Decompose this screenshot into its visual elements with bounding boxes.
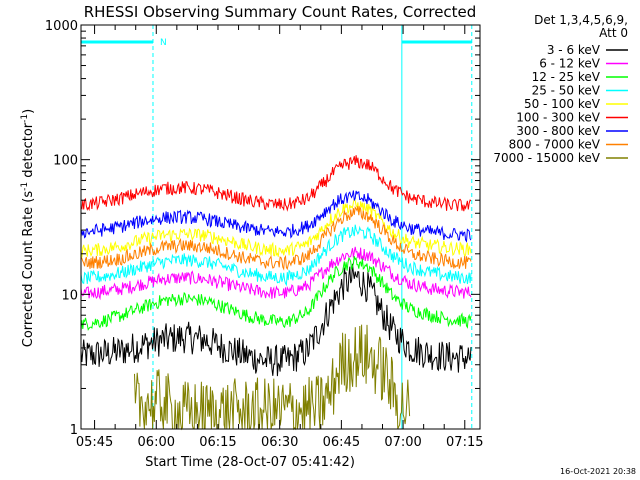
legend-label-1: 6 - 12 keV [539,57,601,71]
x-tick-label: 06:30 [261,435,298,450]
y-axis-label-mid: detector [21,122,36,182]
x-tick-label: 06:15 [199,435,236,450]
legend-label-3: 25 - 50 keV [532,84,601,98]
series-line-2 [80,256,472,331]
series-line-7 [80,205,472,271]
legend-label-4: 50 - 100 keV [524,97,601,111]
y-axis-label-exp1: -1 [20,182,30,191]
legend-label-2: 12 - 25 keV [532,70,601,84]
footer-timestamp: 16-Oct-2021 20:38 [560,467,636,476]
series-line-8 [134,324,411,431]
legend-label-8: 7000 - 15000 keV [493,151,600,165]
series-line-0 [80,263,472,377]
legend-header-line1: Det 1,3,4,5,6,9, [534,13,628,27]
y-axis-label-end: ) [21,109,36,114]
night-marker-label: N [160,38,167,48]
series-line-3 [80,224,472,287]
series-lines [80,155,472,431]
x-tick-label: 07:00 [384,435,421,450]
series-line-6 [80,190,472,243]
legend-label-5: 100 - 300 keV [516,111,600,125]
legend-header-line2: Att 0 [599,26,628,40]
plot-frame [80,24,481,430]
x-axis-label: Start Time (28-Oct-07 05:41:42) [145,455,355,470]
x-tick-label: 06:00 [138,435,175,450]
x-tick-label: 06:45 [323,435,360,450]
y-axis-label: Corrected Count Rate (s-1 detector-1) [20,109,36,347]
axes: 1 10 100 1000 05:45 06:00 06:15 06:30 06:45 07:00… [45,19,484,450]
chart-title: RHESSI Observing Summary Count Rates, Co… [84,3,477,21]
y-tick-label: 10 [61,288,78,303]
y-tick-label: 100 [53,154,78,169]
night-markers: N [80,25,473,429]
y-tick-label: 1 [70,423,78,438]
legend-label-0: 3 - 6 keV [547,43,601,57]
series-line-4 [80,197,472,258]
y-tick-label: 1000 [45,19,78,34]
y-axis-label-main: Corrected Count Rate (s [21,191,36,348]
x-tick-label: 07:15 [446,435,483,450]
series-line-5 [80,155,472,212]
x-tick-label: 05:45 [76,435,113,450]
y-axis-label-exp2: -1 [20,114,30,123]
legend-label-7: 800 - 7000 keV [509,138,601,152]
series-line-1 [80,246,472,301]
legend-label-6: 300 - 800 keV [516,124,600,138]
